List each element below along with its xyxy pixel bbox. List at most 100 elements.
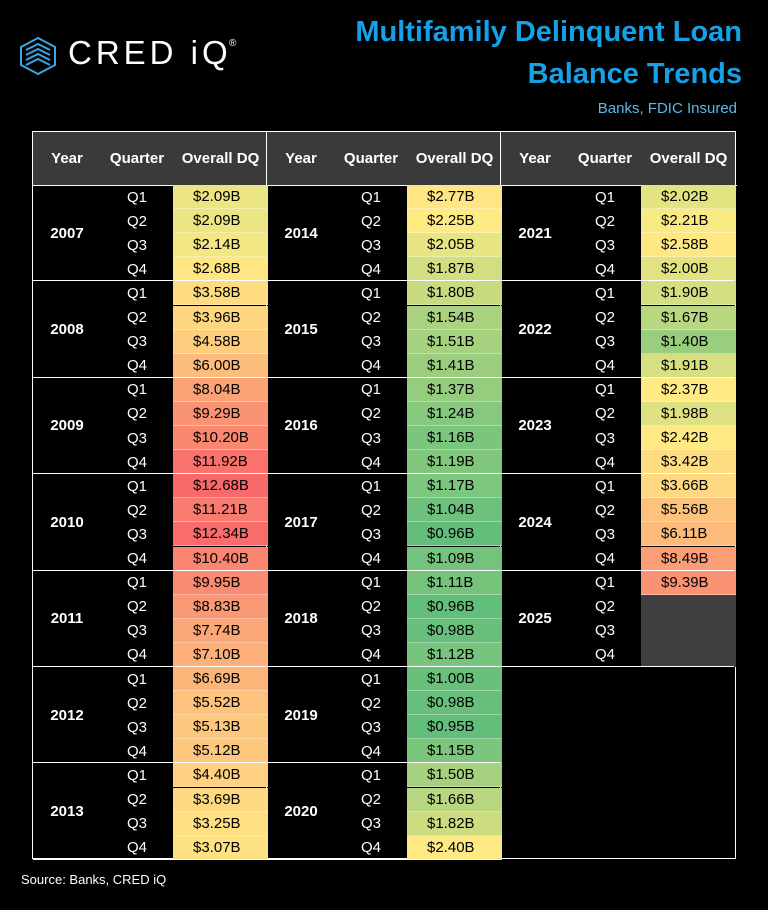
- column-header: Quarter: [577, 150, 633, 167]
- dq-cell: $2.21B: [641, 209, 736, 234]
- quarter-cell: Q3: [360, 525, 381, 543]
- quarter-cell: Q3: [360, 815, 381, 833]
- source: Source: Banks, CRED iQ: [21, 872, 167, 887]
- dq-cell: $2.42B: [641, 426, 736, 451]
- group-divider: [501, 280, 734, 282]
- year-cell: 2015: [284, 321, 318, 339]
- dq-cell: $1.04B: [407, 498, 502, 523]
- dq-cell: $3.42B: [641, 450, 736, 475]
- quarter-cell: Q2: [360, 405, 381, 423]
- header-cell: [267, 132, 501, 185]
- quarter-cell: Q1: [126, 188, 147, 206]
- dq-cell: $4.40B: [173, 763, 268, 788]
- dq-cell: $1.37B: [407, 377, 502, 402]
- dq-cell: $2.25B: [407, 209, 502, 234]
- quarter-cell: Q2: [126, 598, 147, 616]
- dq-cell: $12.34B: [173, 522, 268, 547]
- quarter-cell: Q2: [126, 694, 147, 712]
- column-header: Overall DQ: [181, 150, 260, 167]
- dq-cell: $1.66B: [407, 787, 502, 812]
- quarter-cell: Q3: [126, 236, 147, 254]
- quarter-cell: Q2: [126, 405, 147, 423]
- column-header: Year: [51, 150, 83, 167]
- dq-cell: $2.09B: [173, 185, 268, 210]
- group-divider: [501, 473, 734, 475]
- dq-cell: $1.00B: [407, 667, 502, 692]
- quarter-cell: Q3: [126, 718, 147, 736]
- quarter-cell: Q3: [126, 525, 147, 543]
- quarter-cell: Q4: [126, 357, 147, 375]
- dq-cell: $6.11B: [641, 522, 736, 547]
- quarter-cell: Q2: [126, 309, 147, 327]
- dq-cell: $3.96B: [173, 305, 268, 330]
- quarter-cell: Q3: [594, 525, 615, 543]
- dq-cell: $0.98B: [407, 618, 502, 643]
- dq-cell: $7.74B: [173, 618, 268, 643]
- year-cell: 2010: [50, 513, 84, 531]
- quarter-cell: Q2: [594, 501, 615, 519]
- group-divider: [267, 280, 500, 282]
- header-divider: [33, 185, 737, 186]
- quarter-cell: Q3: [594, 333, 615, 351]
- dq-cell: $3.66B: [641, 474, 736, 499]
- dq-cell: $1.82B: [407, 811, 502, 836]
- quarter-cell: Q1: [360, 574, 381, 592]
- empty-cell: [641, 642, 736, 667]
- dq-cell: $5.52B: [173, 691, 268, 716]
- dq-cell: $0.98B: [407, 691, 502, 716]
- quarter-cell: Q1: [594, 477, 615, 495]
- quarter-cell: Q1: [126, 284, 147, 302]
- quarter-cell: Q1: [360, 477, 381, 495]
- quarter-cell: Q2: [594, 309, 615, 327]
- table: Year Quarter Overall DQ Year Quarter Overall …: [32, 131, 737, 860]
- quarter-cell: Q4: [360, 453, 381, 471]
- title: Multifamily Delinquent Loan: [355, 16, 742, 48]
- dq-cell: $2.40B: [407, 835, 502, 860]
- quarter-cell: Q1: [360, 766, 381, 784]
- year-cell: 2007: [50, 224, 84, 242]
- dq-cell: $1.11B: [407, 570, 502, 595]
- quarter-cell: Q1: [126, 477, 147, 495]
- quarter-cell: Q1: [126, 766, 147, 784]
- dq-cell: $2.05B: [407, 233, 502, 258]
- dq-cell: $1.91B: [641, 353, 736, 378]
- quarter-cell: Q1: [360, 670, 381, 688]
- quarter-cell: Q4: [594, 646, 615, 664]
- year-cell: 2019: [284, 706, 318, 724]
- year-cell: 2008: [50, 321, 84, 339]
- dq-cell: $10.40B: [173, 546, 268, 571]
- quarter-cell: Q4: [126, 646, 147, 664]
- quarter-cell: Q2: [360, 598, 381, 616]
- quarter-cell: Q3: [594, 622, 615, 640]
- dq-cell: $1.16B: [407, 426, 502, 451]
- dq-cell: $1.90B: [641, 281, 736, 306]
- dq-cell: $6.69B: [173, 667, 268, 692]
- quarter-cell: Q1: [126, 574, 147, 592]
- dq-cell: $10.20B: [173, 426, 268, 451]
- year-cell: 2025: [518, 610, 552, 628]
- dq-cell: $2.09B: [173, 209, 268, 234]
- quarter-cell: Q1: [594, 574, 615, 592]
- dq-cell: $5.12B: [173, 739, 268, 764]
- dq-cell: $1.17B: [407, 474, 502, 499]
- column-header: Year: [285, 150, 317, 167]
- quarter-cell: Q4: [126, 742, 147, 760]
- dq-cell: $1.15B: [407, 739, 502, 764]
- quarter-cell: Q4: [594, 357, 615, 375]
- quarter-cell: Q2: [594, 405, 615, 423]
- quarter-cell: Q2: [594, 598, 615, 616]
- column-header: Quarter: [343, 150, 399, 167]
- dq-cell: $1.50B: [407, 763, 502, 788]
- quarter-cell: Q2: [126, 501, 147, 519]
- quarter-cell: Q2: [360, 501, 381, 519]
- dq-cell: $1.09B: [407, 546, 502, 571]
- group-divider: [267, 569, 500, 571]
- group-divider: [501, 666, 734, 667]
- dq-cell: $2.68B: [173, 257, 268, 282]
- dq-cell: $1.12B: [407, 642, 502, 667]
- dq-cell: $0.96B: [407, 522, 502, 547]
- year-cell: 2009: [50, 417, 84, 435]
- group-divider: [267, 376, 500, 378]
- quarter-cell: Q3: [126, 429, 147, 447]
